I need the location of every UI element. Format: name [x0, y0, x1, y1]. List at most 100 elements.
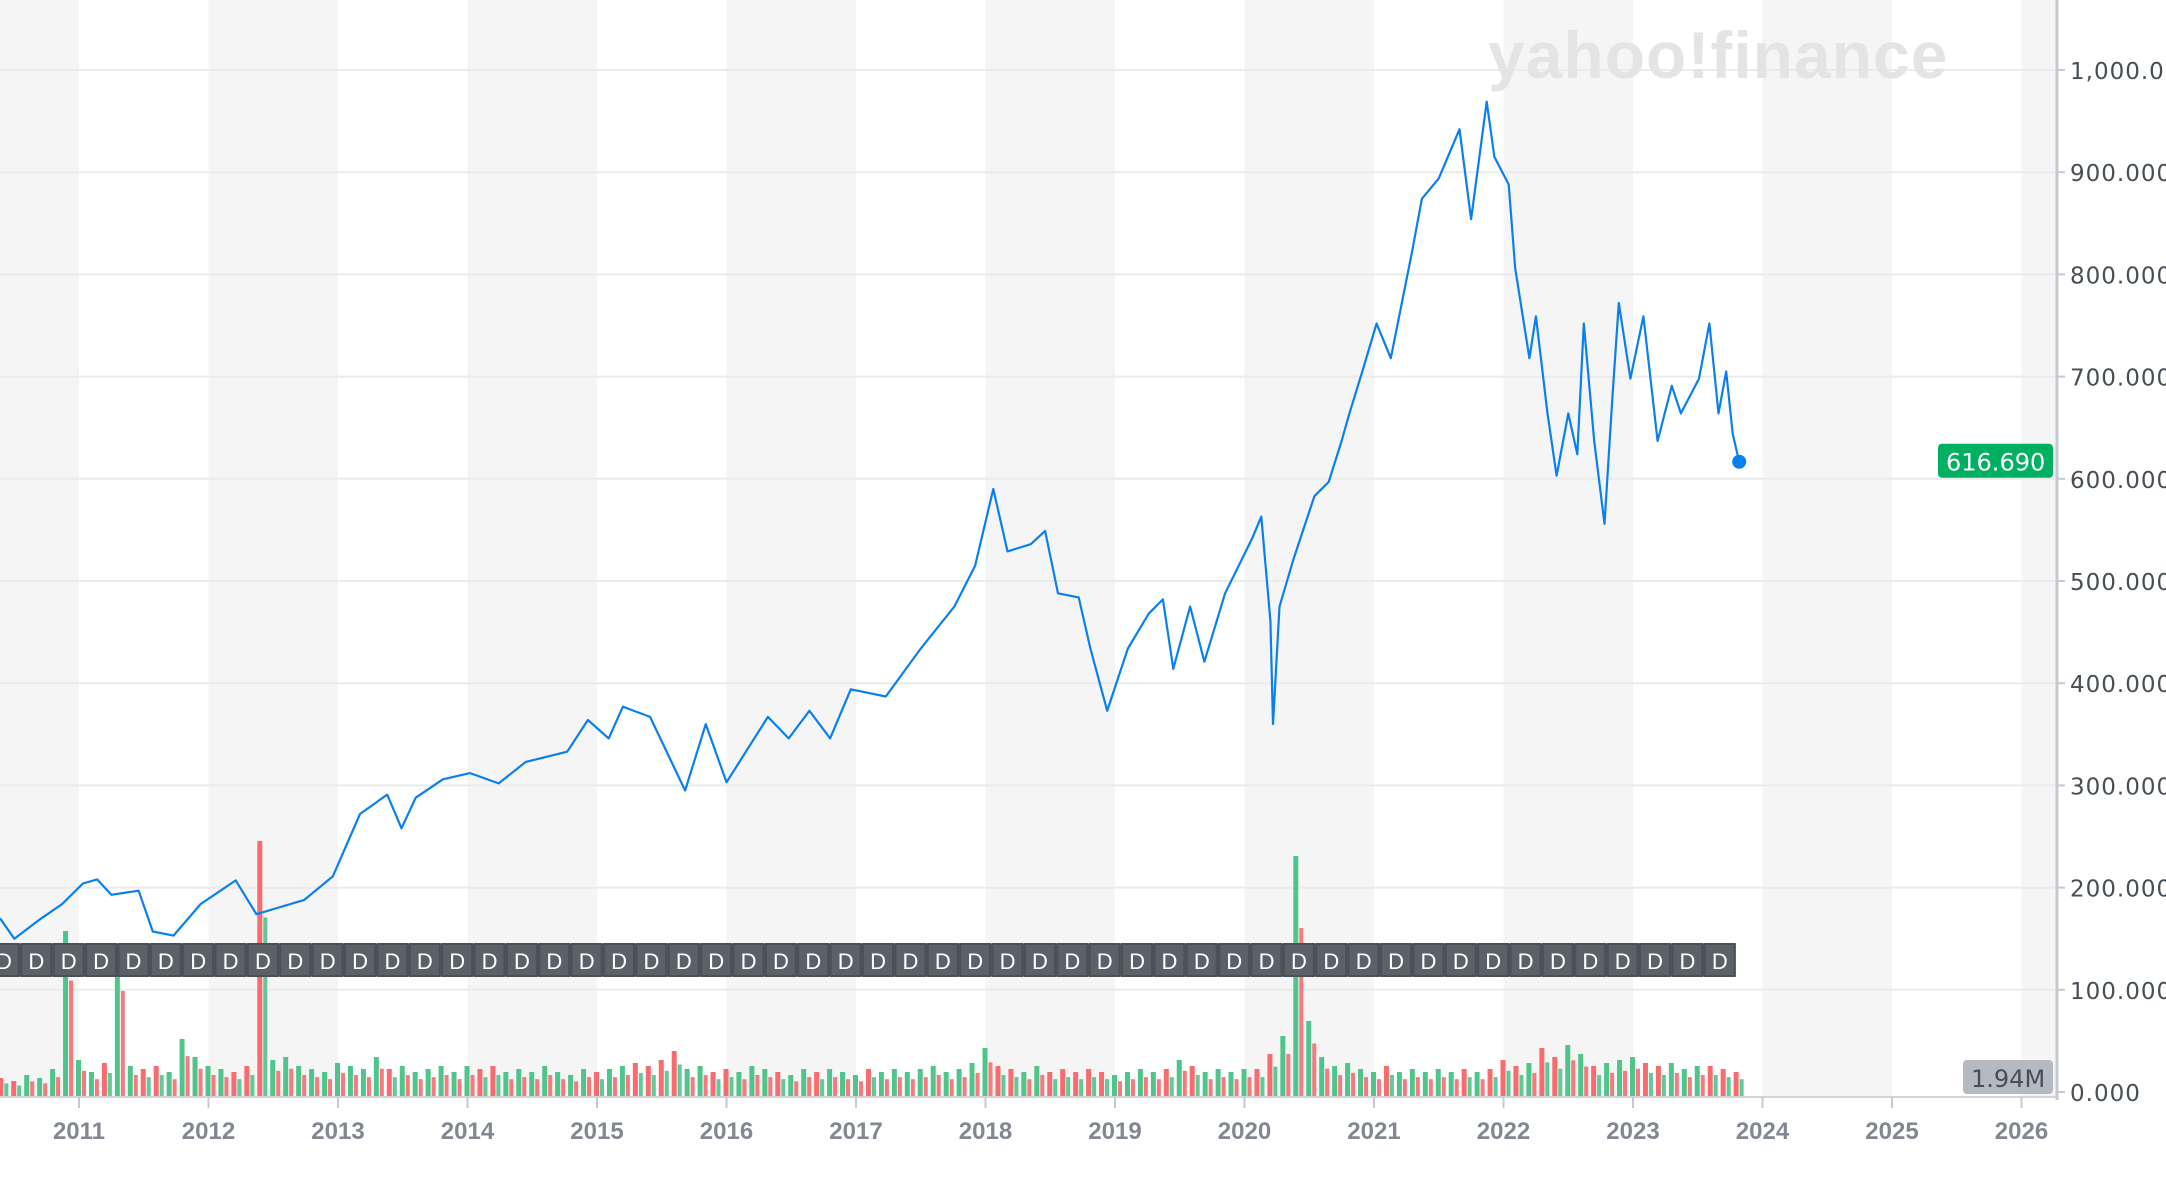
dividend-marker[interactable]: D	[894, 943, 927, 977]
dividend-marker[interactable]: D	[1282, 943, 1315, 977]
dividend-marker[interactable]: D	[1185, 943, 1218, 977]
volume-bar	[166, 1072, 172, 1096]
volume-bar	[936, 1075, 941, 1096]
dividend-marker[interactable]: D	[408, 943, 441, 977]
dividend-marker[interactable]: D	[279, 943, 312, 977]
volume-bar	[205, 1066, 211, 1096]
dividend-marker[interactable]: D	[1347, 943, 1380, 977]
dividend-marker[interactable]: D	[376, 943, 409, 977]
volume-bar	[1319, 1057, 1325, 1096]
dividend-marker-label: D	[1420, 949, 1436, 974]
dividend-marker[interactable]: D	[959, 943, 992, 977]
volume-bar	[982, 1048, 988, 1096]
dividend-marker[interactable]: D	[1477, 943, 1510, 977]
dividend-marker[interactable]: D	[1380, 943, 1413, 977]
volume-bar	[1409, 1069, 1415, 1096]
volume-bar	[1371, 1072, 1376, 1096]
volume-bar	[962, 1077, 967, 1096]
volume-bar	[1591, 1066, 1597, 1096]
volume-bar	[1130, 1079, 1135, 1096]
dividend-marker[interactable]: D	[635, 943, 668, 977]
volume-bar	[1506, 1070, 1511, 1096]
dividend-marker[interactable]: D	[441, 943, 474, 977]
dividend-marker[interactable]: D	[1509, 943, 1542, 977]
volume-bar	[949, 1079, 954, 1096]
dividend-marker[interactable]: D	[149, 943, 182, 977]
dividend-marker[interactable]: D	[505, 943, 538, 977]
volume-bar	[1726, 1077, 1731, 1096]
dividend-marker-box	[149, 943, 182, 977]
dividend-marker[interactable]: D	[1639, 943, 1672, 977]
dividend-marker-label: D	[352, 949, 368, 974]
dividend-marker[interactable]: D	[1121, 943, 1154, 977]
volume-bar	[328, 1079, 333, 1096]
dividend-marker[interactable]: D	[1218, 943, 1251, 977]
dividend-marker[interactable]: D	[991, 943, 1024, 977]
dividend-marker[interactable]: D	[311, 943, 344, 977]
dividend-marker[interactable]: D	[797, 943, 830, 977]
dividend-marker[interactable]: D	[473, 943, 506, 977]
dividend-marker[interactable]: D	[1056, 943, 1089, 977]
volume-bar	[30, 1081, 35, 1096]
dividend-marker-box	[926, 943, 959, 977]
dividend-marker[interactable]: D	[667, 943, 700, 977]
dividend-marker[interactable]: D	[0, 943, 20, 977]
dividend-marker-label: D	[449, 949, 465, 974]
dividend-marker[interactable]: D	[829, 943, 862, 977]
dividend-marker[interactable]: D	[1412, 943, 1445, 977]
dividend-marker[interactable]: D	[246, 943, 279, 977]
dividend-marker-label: D	[967, 949, 983, 974]
dividend-marker[interactable]: D	[52, 943, 85, 977]
dividend-marker[interactable]: D	[1574, 943, 1607, 977]
volume-bar	[69, 980, 74, 1096]
dividend-marker[interactable]: D	[1703, 943, 1736, 977]
volume-bar	[1687, 1077, 1692, 1096]
dividend-marker[interactable]: D	[764, 943, 797, 977]
dividend-marker-label: D	[1259, 949, 1275, 974]
dividend-marker[interactable]: D	[862, 943, 895, 977]
volume-bar	[1681, 1069, 1687, 1096]
dividend-marker[interactable]: D	[182, 943, 215, 977]
volume-bar	[1034, 1066, 1040, 1096]
y-tick-label: 700.000	[2070, 366, 2166, 392]
volume-bar	[1176, 1060, 1182, 1096]
volume-bar	[1519, 1075, 1524, 1096]
dividend-marker[interactable]: D	[603, 943, 636, 977]
dividend-marker[interactable]: D	[1444, 943, 1477, 977]
dividend-marker[interactable]: D	[700, 943, 733, 977]
dividend-marker-label: D	[741, 949, 757, 974]
dividend-marker[interactable]: D	[538, 943, 571, 977]
dividend-marker[interactable]: D	[1541, 943, 1574, 977]
dividend-marker[interactable]: D	[1671, 943, 1704, 977]
dividend-marker[interactable]: D	[1153, 943, 1186, 977]
dividend-marker[interactable]: D	[1250, 943, 1283, 977]
dividend-marker[interactable]: D	[1606, 943, 1639, 977]
dividend-marker-box	[570, 943, 603, 977]
volume-bar	[904, 1072, 910, 1096]
dividend-marker[interactable]: D	[732, 943, 765, 977]
dividend-marker[interactable]: D	[1315, 943, 1348, 977]
dividend-marker-label: D	[1000, 949, 1016, 974]
dividend-marker[interactable]: D	[344, 943, 377, 977]
volume-bar	[1558, 1068, 1563, 1096]
dividend-marker-box	[311, 943, 344, 977]
volume-bar	[17, 1085, 22, 1096]
dividend-marker-label: D	[1712, 949, 1728, 974]
volume-bar	[56, 1077, 61, 1096]
dividend-marker[interactable]: D	[926, 943, 959, 977]
volume-bar	[120, 991, 125, 1096]
dividend-marker[interactable]: D	[20, 943, 53, 977]
volume-bar	[516, 1069, 522, 1096]
dividend-marker[interactable]: D	[85, 943, 118, 977]
dividend-marker-label: D	[773, 949, 789, 974]
dividend-marker[interactable]: D	[1088, 943, 1121, 977]
dividend-marker[interactable]: D	[1023, 943, 1056, 977]
dividend-marker[interactable]: D	[117, 943, 150, 977]
volume-bar	[535, 1079, 540, 1096]
dividend-marker[interactable]: D	[570, 943, 603, 977]
x-tick-label: 2011	[53, 1118, 105, 1145]
dividend-marker[interactable]: D	[214, 943, 247, 977]
dividend-marker-box	[1444, 943, 1477, 977]
